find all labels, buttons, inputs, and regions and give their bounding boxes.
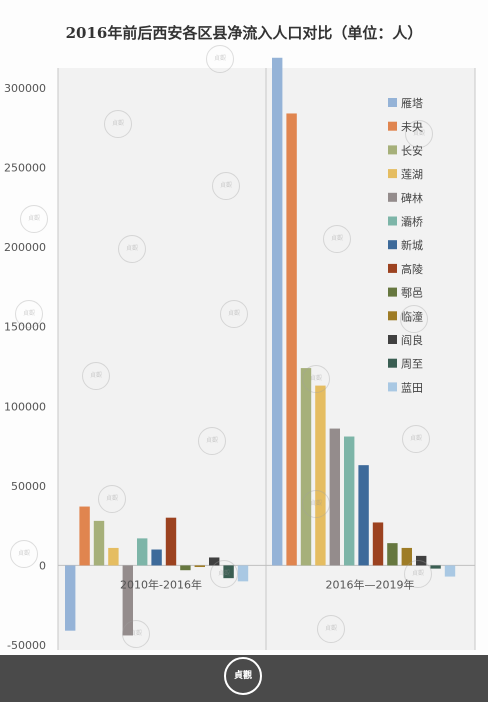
legend-label: 临潼 [401, 309, 423, 323]
bar-高陵-1 [372, 522, 384, 566]
bar-莲湖-1 [315, 385, 326, 566]
legend-label: 阎良 [401, 333, 423, 347]
legend-label: 鄠邑 [401, 287, 423, 300]
bar-阎良-0 [209, 557, 220, 566]
bar-新城-0 [151, 549, 162, 566]
bar-长安-1 [300, 368, 312, 566]
bar-未央-0 [79, 506, 90, 566]
legend-label: 雁塔 [401, 97, 423, 110]
bar-阎良-1 [416, 555, 427, 566]
bar-雁塔-0 [65, 565, 76, 631]
bar-周至-1 [430, 565, 441, 569]
legend-swatch [388, 311, 397, 321]
legend-swatch [388, 382, 397, 392]
chart-card: 2016年前后西安各区县净流入人口对比（单位：人） 300000 250000 20… [0, 0, 488, 655]
x-category-label: 2010年-2016年 [120, 577, 202, 591]
seal-text: 貞觀 [233, 670, 252, 681]
legend-label: 周至 [401, 358, 423, 371]
legend-label: 未央 [401, 121, 423, 134]
bar-临潼-0 [194, 565, 205, 568]
bar-新城-1 [358, 465, 369, 566]
bar-蓝田-1 [444, 565, 456, 577]
legend-swatch [388, 335, 397, 344]
chart-title: 2016年前后西安各区县净流入人口对比（单位：人） [65, 24, 423, 42]
y-tick-label: 100000 [4, 400, 46, 413]
legend-swatch [388, 98, 397, 107]
bar-雁塔-1 [272, 57, 283, 566]
legend-label: 蓝田 [401, 381, 423, 394]
y-tick-label: 0 [39, 559, 46, 572]
legend-swatch [388, 192, 397, 202]
chart-plot: 300000 250000 200000 150000 100000 50000 0 -500… [4, 57, 476, 652]
bar-碑林-0 [122, 565, 133, 636]
bar-未央-1 [286, 113, 297, 566]
seal-logo: 貞觀 [224, 657, 262, 695]
y-tick-label: 300000 [4, 82, 46, 95]
legend-label: 新城 [401, 238, 423, 252]
bar-高陵-0 [165, 517, 177, 566]
legend-swatch [388, 216, 397, 226]
x-category-label: 2016年—2019年 [326, 577, 415, 591]
legend-swatch [388, 287, 397, 297]
legend-label: 莲湖 [401, 168, 423, 181]
legend-label: 高陵 [401, 262, 423, 276]
legend-label: 长安 [401, 143, 423, 157]
bar-周至-0 [223, 565, 234, 579]
y-tick-label: 250000 [4, 162, 46, 175]
y-tick-label: 150000 [4, 321, 46, 334]
legend-swatch [388, 169, 397, 179]
bar-灞桥-1 [344, 436, 355, 566]
bar-蓝田-0 [237, 565, 249, 582]
bar-碑林-1 [329, 428, 340, 566]
y-tick-label: -50000 [7, 639, 46, 652]
legend-label: 碑林 [401, 191, 423, 205]
legend-label: 灞桥 [401, 216, 423, 229]
legend-swatch [388, 263, 397, 273]
y-tick-label: 200000 [4, 241, 46, 254]
bar-长安-0 [93, 520, 105, 566]
bar-临潼-1 [401, 547, 412, 566]
legend-swatch [388, 145, 397, 155]
legend-swatch [388, 358, 397, 368]
legend-swatch [388, 121, 397, 131]
bar-鄠邑-1 [387, 543, 398, 566]
y-tick-label: 50000 [11, 480, 46, 493]
legend-swatch [388, 240, 397, 250]
bar-鄠邑-0 [180, 565, 191, 571]
bar-莲湖-0 [108, 547, 119, 566]
bar-灞桥-0 [137, 538, 148, 566]
